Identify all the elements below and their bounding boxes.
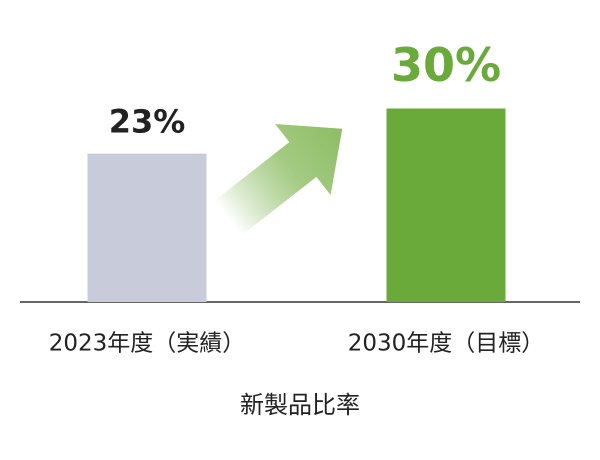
value-label: 30% bbox=[391, 38, 501, 92]
trend-arrow bbox=[214, 124, 343, 236]
x-axis-label: 新製品比率 bbox=[240, 391, 360, 419]
x-tick-label: 2023年度（実績） bbox=[49, 331, 246, 357]
bar bbox=[87, 153, 207, 302]
bar bbox=[386, 108, 506, 302]
x-tick-label: 2030年度（目標） bbox=[348, 331, 545, 357]
arrow-shape bbox=[214, 124, 343, 236]
value-label: 23% bbox=[109, 103, 186, 141]
